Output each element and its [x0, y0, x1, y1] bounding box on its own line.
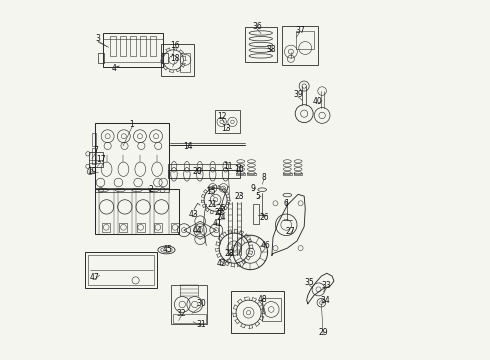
Bar [173, 314, 205, 323]
Text: 15: 15 [206, 187, 216, 196]
Text: 40: 40 [313, 97, 323, 106]
Bar [161, 44, 194, 76]
Text: 16: 16 [170, 41, 180, 50]
Text: 44: 44 [193, 226, 202, 235]
Text: 48: 48 [257, 294, 267, 303]
Text: 43: 43 [188, 210, 198, 219]
Bar [215, 111, 240, 133]
Text: 14: 14 [183, 142, 193, 151]
Text: 21: 21 [207, 199, 217, 208]
Bar [296, 31, 314, 49]
Text: 36: 36 [252, 22, 262, 31]
Text: 23: 23 [234, 192, 244, 201]
Text: 7: 7 [93, 146, 98, 155]
Text: 27: 27 [285, 228, 294, 237]
Text: 28: 28 [224, 249, 234, 258]
Bar [154, 223, 162, 232]
Text: 6: 6 [284, 199, 289, 208]
Text: 5: 5 [255, 192, 260, 201]
Bar [294, 173, 302, 175]
Bar [180, 53, 191, 72]
Bar [245, 27, 276, 62]
Text: 32: 32 [177, 309, 186, 318]
Bar [262, 298, 280, 321]
Text: 11: 11 [223, 162, 233, 171]
Bar [120, 223, 127, 232]
Text: 2: 2 [148, 185, 153, 194]
Bar [102, 223, 110, 232]
Text: 12: 12 [217, 112, 226, 121]
Text: 45: 45 [162, 246, 172, 255]
Bar [103, 33, 163, 67]
Text: 8: 8 [262, 173, 267, 182]
Bar [85, 252, 157, 288]
Text: 1: 1 [130, 120, 134, 129]
Text: 20: 20 [193, 167, 202, 176]
Bar [110, 36, 116, 55]
Text: 42: 42 [217, 259, 226, 268]
Text: 30: 30 [196, 299, 206, 308]
Bar [171, 223, 179, 232]
Text: 39: 39 [293, 90, 303, 99]
Bar [162, 53, 168, 63]
Bar [88, 255, 154, 285]
Text: 31: 31 [196, 320, 206, 329]
Text: 9: 9 [251, 184, 256, 193]
Text: 26: 26 [259, 213, 269, 222]
Bar [172, 285, 207, 324]
Bar [95, 189, 179, 234]
Bar [168, 163, 240, 170]
Bar [247, 173, 256, 175]
Bar [236, 173, 245, 175]
Bar [137, 223, 145, 232]
Text: 19: 19 [87, 167, 97, 176]
Text: 17: 17 [96, 155, 106, 164]
Text: 35: 35 [304, 278, 314, 287]
Text: 18: 18 [171, 54, 180, 63]
Bar [140, 36, 147, 55]
Bar [283, 173, 292, 175]
Text: 46: 46 [261, 241, 270, 250]
Text: 22: 22 [215, 208, 224, 217]
Bar [95, 123, 169, 189]
Text: 38: 38 [267, 45, 276, 54]
Bar [168, 170, 240, 178]
Bar [150, 36, 156, 55]
Text: 13: 13 [221, 123, 231, 132]
Text: 25: 25 [216, 204, 226, 213]
Text: 3: 3 [96, 34, 100, 43]
Bar [282, 26, 318, 65]
Text: 41: 41 [213, 219, 222, 228]
Text: 24: 24 [217, 213, 226, 222]
Text: 4: 4 [112, 64, 117, 73]
Text: 29: 29 [318, 328, 328, 337]
Text: 37: 37 [295, 26, 305, 35]
Bar [89, 152, 102, 167]
Text: 33: 33 [322, 281, 332, 290]
Bar [92, 148, 96, 164]
Bar [231, 291, 285, 333]
Bar [98, 53, 104, 63]
Bar [253, 204, 259, 224]
Text: 34: 34 [320, 296, 330, 305]
Bar [130, 36, 136, 55]
Bar [95, 188, 169, 192]
Bar [120, 36, 126, 55]
Text: 10: 10 [234, 166, 244, 175]
Bar [92, 134, 96, 146]
Text: 47: 47 [90, 273, 99, 282]
